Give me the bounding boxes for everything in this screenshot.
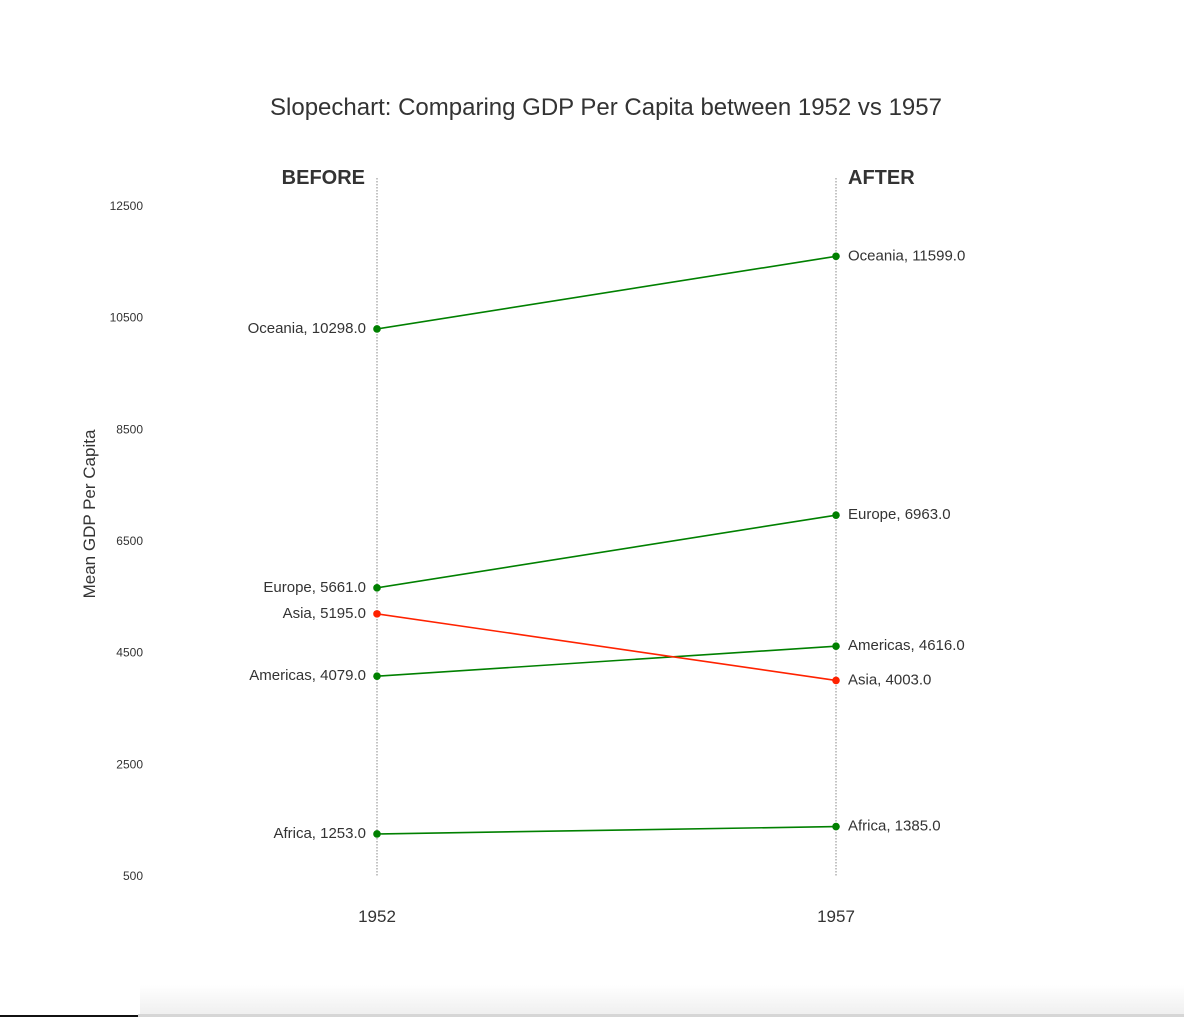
point-americas-1952 [373,672,381,680]
bottom-border-dark [0,1015,138,1017]
bottom-border [138,1014,1184,1017]
after-header: AFTER [848,167,915,189]
slope-line-africa [376,825,837,835]
y-tick-label: 500 [123,869,143,883]
slope-line-americas [376,645,837,677]
x-tick-label: 1952 [358,907,396,926]
data-label-africa-1957: Africa, 1385.0 [848,818,941,835]
data-label-oceania-1957: Oceania, 11599.0 [848,247,965,264]
point-oceania-1952 [373,325,381,333]
y-tick-label: 8500 [116,422,143,436]
point-europe-1957 [832,511,840,519]
data-label-americas-1957: Americas, 4616.0 [848,637,965,654]
point-americas-1957 [832,642,840,650]
point-asia-1957 [832,676,840,685]
data-label-asia-1952: Asia, 5195.0 [283,605,366,622]
slope-line-oceania [376,255,837,330]
data-label-asia-1957: Asia, 4003.0 [848,671,931,688]
data-label-africa-1952: Africa, 1253.0 [273,825,366,842]
data-label-europe-1957: Europe, 6963.0 [848,506,951,523]
y-tick-label: 2500 [116,757,143,771]
point-africa-1952 [373,830,381,838]
y-tick-label: 4500 [116,646,143,660]
y-tick-label: 12500 [110,199,144,213]
point-oceania-1957 [832,252,840,261]
chart-title: Slopechart: Comparing GDP Per Capita bet… [270,94,942,121]
slope-line-asia [376,613,837,682]
data-label-americas-1952: Americas, 4079.0 [249,667,366,684]
point-africa-1957 [832,822,840,831]
point-europe-1952 [373,584,381,592]
point-asia-1952 [373,610,381,618]
y-tick-label: 10500 [110,311,144,325]
slope-line-europe [376,514,837,589]
before-header: BEFORE [282,167,365,189]
y-tick-label: 6500 [116,534,143,548]
x-tick-label: 1957 [817,907,855,926]
bottom-shadow [140,985,1184,1015]
y-axis-label: Mean GDP Per Capita [80,429,99,598]
data-label-oceania-1952: Oceania, 10298.0 [248,320,366,337]
data-label-europe-1952: Europe, 5661.0 [263,579,366,596]
